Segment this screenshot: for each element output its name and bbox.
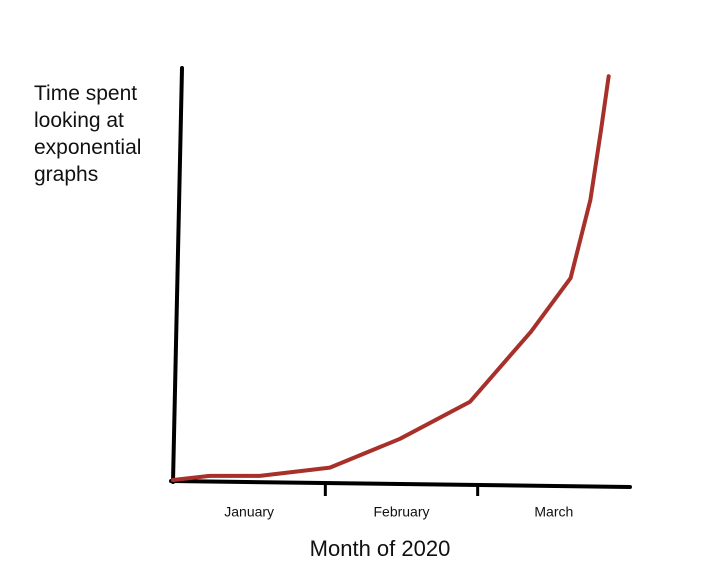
data-line xyxy=(171,74,611,482)
y-axis-title: Time spent looking at exponential graphs xyxy=(34,82,142,186)
x-tick-label: February xyxy=(373,504,429,520)
x-axis-title: Month of 2020 xyxy=(310,536,451,561)
x-axis xyxy=(169,479,632,489)
x-tick-label: January xyxy=(224,504,274,520)
x-tick-label: March xyxy=(534,504,573,520)
y-axis xyxy=(171,66,184,484)
